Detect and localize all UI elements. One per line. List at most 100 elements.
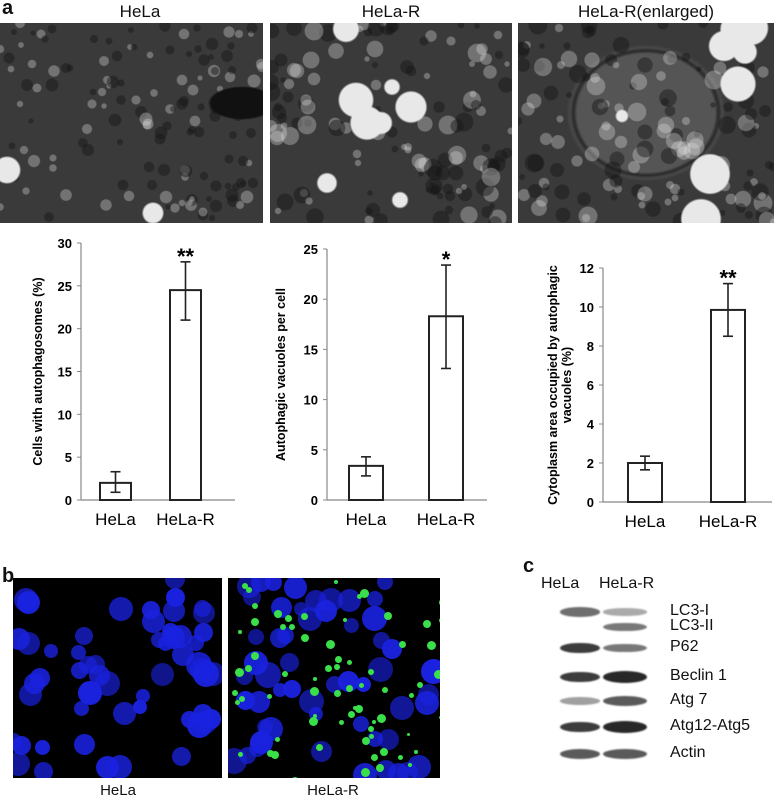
nucleus [283, 680, 301, 698]
y-tick-label: 10 [304, 393, 318, 408]
autophagosome-puncta [377, 714, 386, 723]
autophagosome-puncta [346, 685, 353, 692]
nucleus [113, 702, 136, 725]
x-tick-label: HeLa-R [417, 510, 476, 529]
autophagosome-puncta [417, 682, 423, 688]
nucleus [133, 700, 147, 714]
nucleus [74, 734, 95, 755]
nucleus [166, 588, 185, 607]
nucleus [71, 645, 86, 660]
y-axis-label: Autophagic vacuoles per cell [274, 288, 288, 461]
autophagosome-puncta [275, 737, 280, 742]
blot-band [560, 697, 600, 705]
blot-band [603, 721, 647, 733]
autophagosome-puncta [360, 589, 369, 598]
autophagosome-puncta [399, 641, 406, 648]
nucleus [165, 578, 185, 589]
nucleus [270, 628, 290, 648]
autophagosome-puncta [334, 580, 338, 584]
blot-band [603, 749, 647, 759]
nucleus [35, 740, 50, 755]
autophagosome-puncta [427, 641, 436, 650]
nucleus [34, 762, 53, 778]
autophagosome-puncta [267, 694, 272, 699]
nucleus [172, 747, 191, 766]
nucleus [344, 618, 359, 633]
autophagosome-puncta [267, 750, 274, 757]
nucleus [407, 755, 431, 778]
autophagosome-puncta [414, 750, 418, 754]
y-tick-label: 10 [58, 407, 72, 422]
blot-band [603, 696, 647, 706]
autophagosome-puncta [316, 744, 323, 751]
autophagosome-puncta [289, 624, 295, 630]
nucleus [188, 635, 204, 651]
band-label: Beclin 1 [670, 667, 727, 684]
autophagosome-puncta [309, 717, 318, 726]
nucleus [415, 691, 439, 715]
autophagosome-puncta [409, 693, 414, 698]
nucleus [108, 755, 132, 778]
autophagosome-puncta [246, 587, 252, 593]
nucleus [254, 731, 270, 747]
nucleus [326, 676, 343, 693]
nucleus [248, 691, 270, 713]
autophagosome-puncta [238, 752, 243, 757]
autophagosome-puncta [348, 711, 355, 718]
y-tick-label: 12 [580, 261, 594, 276]
significance-marker: ** [177, 244, 195, 269]
nucleus [373, 632, 390, 649]
micrograph-title-hela-r-enlarged: HeLa-R(enlarged) [577, 2, 715, 21]
significance-marker: * [442, 247, 451, 272]
autophagosome-puncta [353, 706, 357, 710]
y-tick-label: 2 [587, 456, 594, 471]
bar-hela-r [169, 289, 202, 501]
fluorescence-label-hela-r: HeLa-R [307, 782, 359, 799]
nucleus [30, 668, 50, 688]
y-tick-label: 20 [304, 292, 318, 307]
autophagosome-puncta [362, 737, 370, 745]
nucleus [13, 736, 31, 755]
autophagosome-puncta [334, 690, 341, 697]
x-tick-label: HeLa [95, 510, 136, 529]
autophagosome-puncta [282, 671, 288, 677]
autophagosome-puncta [347, 660, 352, 665]
y-axis-label: vacuoles (%) [560, 347, 574, 423]
nucleus [13, 752, 30, 776]
autophagosome-puncta [252, 603, 258, 609]
nucleus [136, 689, 150, 703]
autophagosome-puncta [235, 668, 244, 677]
autophagosome-puncta [301, 634, 309, 642]
y-tick-label: 0 [65, 493, 72, 508]
band-label: LC3-I [670, 602, 710, 619]
nucleus [19, 683, 42, 706]
autophagosome-puncta [325, 665, 332, 672]
bar-hela-r [428, 315, 464, 501]
micrograph-hela-r [270, 23, 512, 223]
y-tick-label: 5 [311, 443, 318, 458]
nucleus [151, 663, 174, 686]
y-tick-label: 0 [587, 495, 594, 510]
autophagosome-puncta [251, 652, 259, 660]
autophagosome-puncta [398, 755, 403, 760]
autophagosome-puncta [301, 613, 308, 620]
nucleus [377, 578, 393, 590]
blot-band [603, 643, 647, 653]
nucleus [44, 644, 58, 658]
fluorescence-label-hela: HeLa [100, 782, 136, 799]
nucleus [151, 632, 167, 648]
autophagosome-puncta [408, 763, 412, 767]
nucleus [109, 597, 133, 621]
autophagosome-puncta [439, 716, 440, 719]
nucleus [390, 696, 414, 720]
y-tick-label: 6 [587, 378, 594, 393]
band-label: P62 [670, 638, 699, 655]
autophagosome-puncta [361, 768, 370, 777]
nucleus [142, 601, 160, 619]
autophagosome-puncta [334, 664, 340, 670]
blot-band [560, 749, 600, 759]
autophagosome-puncta [368, 726, 374, 732]
autophagosome-puncta [359, 683, 364, 688]
autophagosome-puncta [291, 777, 299, 778]
